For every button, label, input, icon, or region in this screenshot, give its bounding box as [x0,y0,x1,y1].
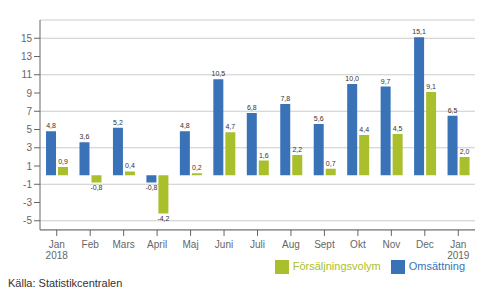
svg-text:7,8: 7,8 [280,95,290,102]
svg-text:9,7: 9,7 [381,78,391,85]
svg-text:4,8: 4,8 [180,122,190,129]
html-text:Källa: Statistikcentralen: Källa: Statistikcentralen [8,277,123,289]
svg-text:9: 9 [26,88,32,99]
svg-text:Jan2019: Jan2019 [447,239,470,261]
svg-text:Maj: Maj [183,239,199,250]
html-text:Omsättning: Omsättning [408,259,465,272]
svg-text:-5: -5 [23,215,32,226]
svg-text:1: 1 [26,161,32,172]
svg-text:4,7: 4,7 [225,123,235,130]
svg-text:0,4: 0,4 [125,162,135,169]
svg-text:Juli: Juli [250,239,265,250]
svg-text:Dec: Dec [416,239,434,250]
svg-text:0,7: 0,7 [326,160,336,167]
svg-text:-1: -1 [23,179,32,190]
svg-text:4,8: 4,8 [46,122,56,129]
svg-text:Juni: Juni [215,239,233,250]
svg-text:-3: -3 [23,197,32,208]
svg-text:3: 3 [26,142,32,153]
svg-text:5,2: 5,2 [113,119,123,126]
svg-text:0,2: 0,2 [192,164,202,171]
svg-text:-0,8: -0,8 [90,184,102,191]
svg-text:1,6: 1,6 [259,152,269,159]
svg-text:15,1: 15,1 [412,28,426,35]
svg-text:11: 11 [22,69,33,80]
svg-text:15: 15 [21,33,33,44]
svg-text:6,5: 6,5 [448,107,458,114]
svg-text:10,5: 10,5 [212,70,226,77]
svg-text:6,8: 6,8 [247,104,257,111]
svg-text:Feb: Feb [82,239,100,250]
svg-text:9,1: 9,1 [426,83,436,90]
svg-text:Okt: Okt [350,239,366,250]
svg-text:Nov: Nov [382,239,400,250]
svg-text:2,2: 2,2 [292,146,302,153]
html-text:Försäljningsvolym: Försäljningsvolym [292,259,381,272]
svg-text:5,6: 5,6 [314,115,324,122]
svg-text:Mars: Mars [113,239,135,250]
svg-text:4,4: 4,4 [359,126,369,133]
svg-text:3,6: 3,6 [80,133,90,140]
svg-text:2,0: 2,0 [460,148,470,155]
svg-text:10,0: 10,0 [345,75,359,82]
svg-text:5: 5 [26,124,32,135]
svg-text:Jan2018: Jan2018 [46,239,69,261]
svg-text:-4,2: -4,2 [157,215,169,222]
svg-text:7: 7 [26,106,32,117]
svg-text:4,5: 4,5 [393,125,403,132]
svg-text:April: April [147,239,167,250]
svg-text:0,9: 0,9 [58,158,68,165]
svg-text:Sept: Sept [314,239,335,250]
svg-text:13: 13 [21,51,33,62]
svg-text:Aug: Aug [282,239,300,250]
svg-text:-0,8: -0,8 [145,184,157,191]
